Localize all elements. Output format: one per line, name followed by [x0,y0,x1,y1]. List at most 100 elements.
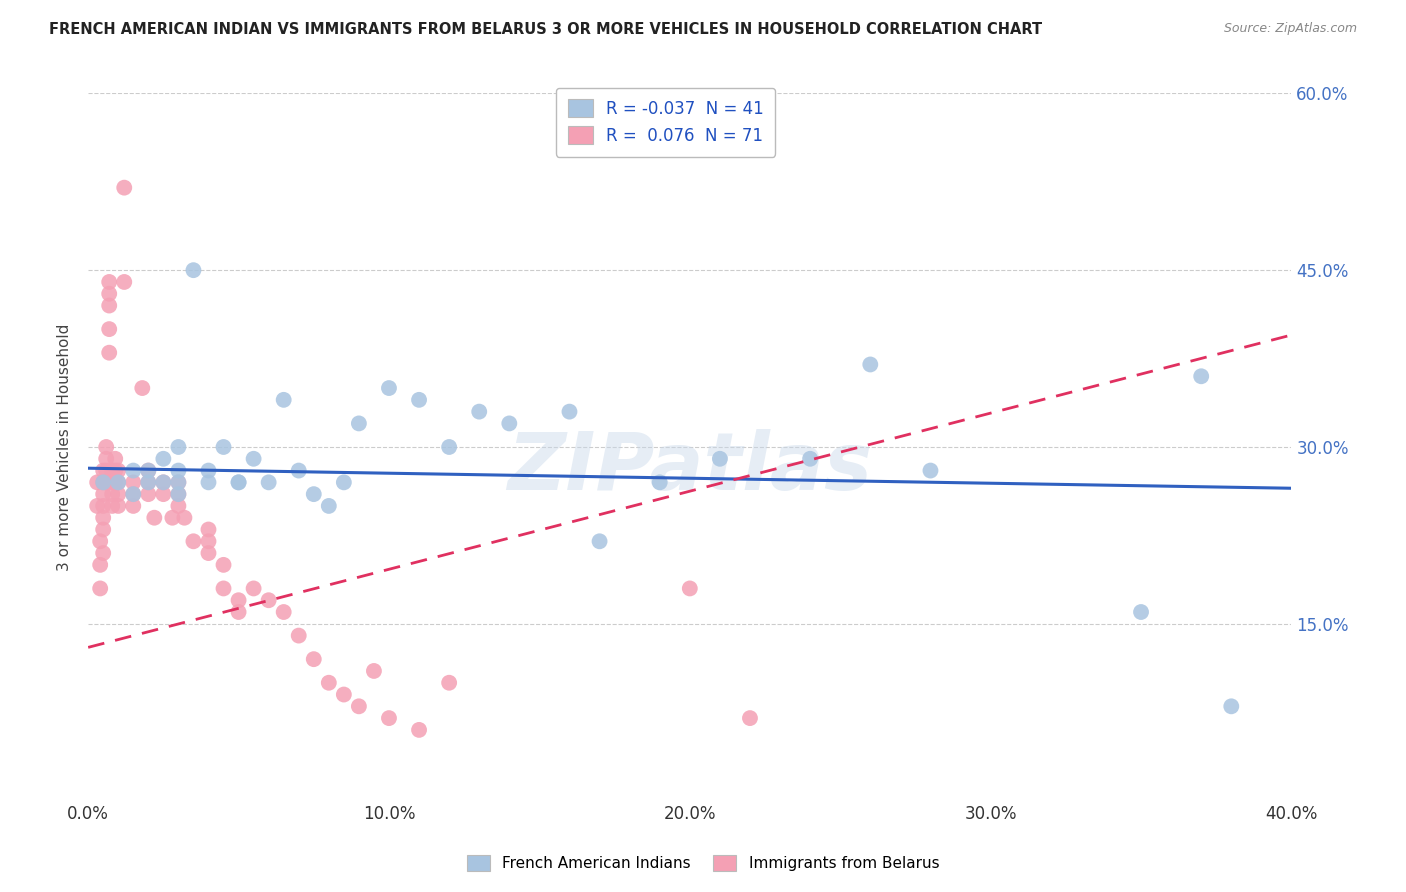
Point [378,711,401,725]
Point [408,392,430,407]
Point [98,345,121,359]
Point [107,475,129,490]
Text: FRENCH AMERICAN INDIAN VS IMMIGRANTS FROM BELARUS 3 OR MORE VEHICLES IN HOUSEHOL: FRENCH AMERICAN INDIAN VS IMMIGRANTS FRO… [49,22,1042,37]
Point [107,487,129,501]
Point [86,499,108,513]
Point [1220,699,1243,714]
Point [228,605,250,619]
Point [498,417,520,431]
Point [347,699,370,714]
Point [91,475,114,490]
Point [122,464,145,478]
Point [212,582,235,596]
Point [273,605,295,619]
Point [197,523,219,537]
Point [318,499,340,513]
Point [167,440,190,454]
Point [122,499,145,513]
Point [468,404,491,418]
Point [257,475,280,490]
Point [859,358,882,372]
Point [228,475,250,490]
Point [437,675,460,690]
Text: ZIPatlas: ZIPatlas [508,429,872,508]
Point [287,629,309,643]
Y-axis label: 3 or more Vehicles in Household: 3 or more Vehicles in Household [58,323,72,571]
Point [363,664,385,678]
Point [799,451,821,466]
Legend: R = -0.037  N = 41, R =  0.076  N = 71: R = -0.037 N = 41, R = 0.076 N = 71 [555,87,776,157]
Point [98,275,121,289]
Point [101,475,124,490]
Text: Source: ZipAtlas.com: Source: ZipAtlas.com [1223,22,1357,36]
Point [302,652,325,666]
Point [91,475,114,490]
Point [588,534,610,549]
Point [112,275,135,289]
Point [173,510,195,524]
Point [197,464,219,478]
Point [152,475,174,490]
Point [89,582,111,596]
Point [136,487,159,501]
Point [98,286,121,301]
Point [162,510,184,524]
Point [136,475,159,490]
Point [104,475,127,490]
Point [152,475,174,490]
Point [104,451,127,466]
Point [107,499,129,513]
Point [347,417,370,431]
Point [1130,605,1153,619]
Point [136,464,159,478]
Point [101,487,124,501]
Point [152,451,174,466]
Point [107,464,129,478]
Point [89,558,111,572]
Point [91,487,114,501]
Point [96,451,118,466]
Point [167,475,190,490]
Point [152,487,174,501]
Point [242,451,264,466]
Point [107,475,129,490]
Point [738,711,761,725]
Point [136,475,159,490]
Point [91,546,114,560]
Point [98,299,121,313]
Point [197,534,219,549]
Point [131,381,153,395]
Point [96,475,118,490]
Point [212,440,235,454]
Point [122,487,145,501]
Point [91,523,114,537]
Point [167,487,190,501]
Point [86,475,108,490]
Point [197,546,219,560]
Point [89,534,111,549]
Point [183,534,205,549]
Point [318,675,340,690]
Point [91,510,114,524]
Point [333,688,356,702]
Point [273,392,295,407]
Point [101,464,124,478]
Point [167,487,190,501]
Point [437,440,460,454]
Point [136,464,159,478]
Point [183,263,205,277]
Point [408,723,430,737]
Point [197,475,219,490]
Point [212,558,235,572]
Point [920,464,942,478]
Point [167,499,190,513]
Point [167,464,190,478]
Point [257,593,280,607]
Point [228,593,250,607]
Point [648,475,671,490]
Point [143,510,166,524]
Legend: French American Indians, Immigrants from Belarus: French American Indians, Immigrants from… [461,849,945,877]
Point [91,499,114,513]
Point [101,499,124,513]
Point [287,464,309,478]
